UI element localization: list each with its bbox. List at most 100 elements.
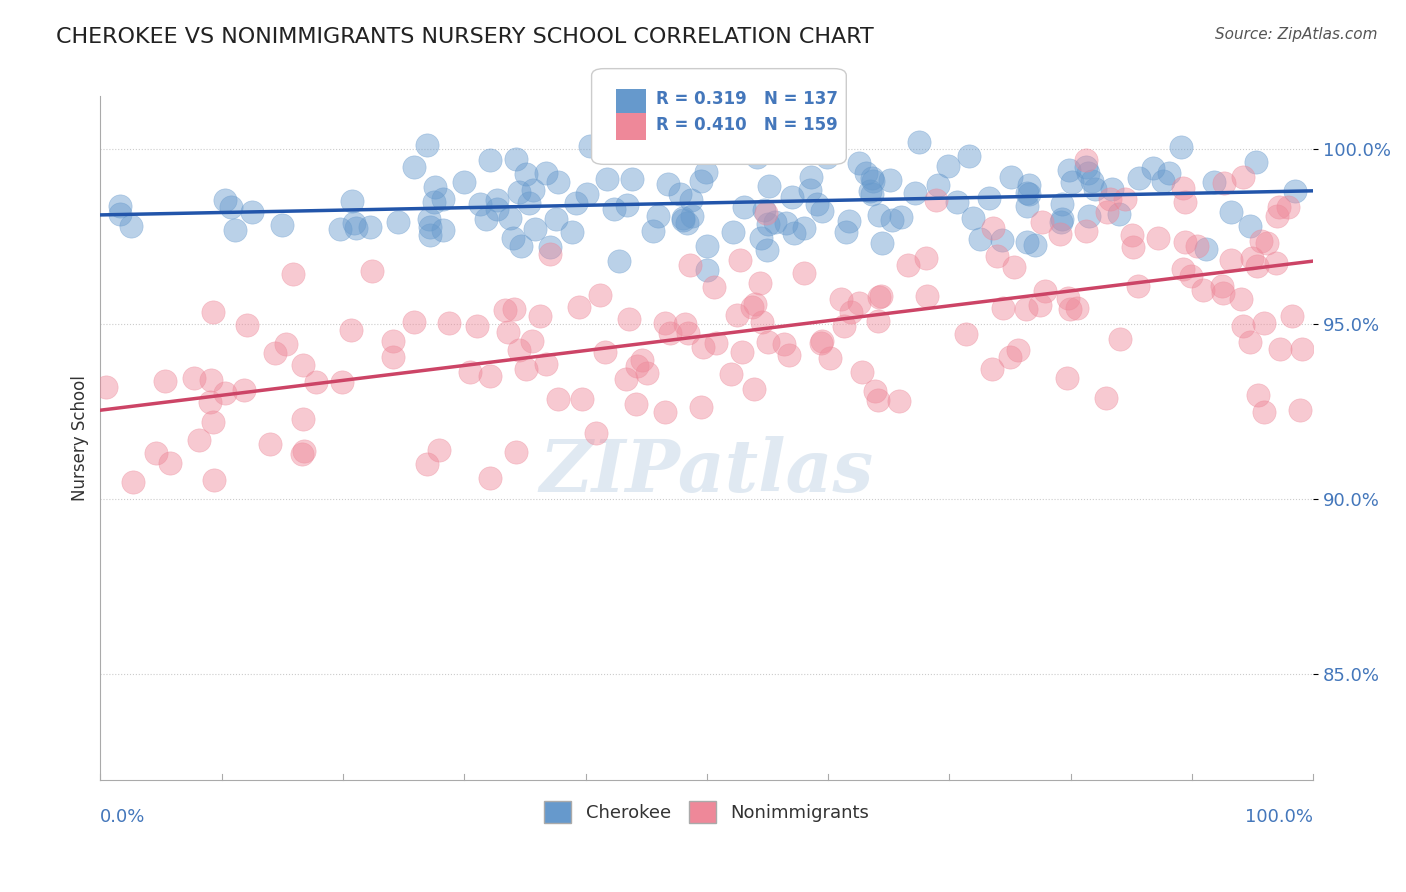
Nonimmigrants xyxy=(839,305,862,319)
Cherokee xyxy=(1284,184,1306,198)
Nonimmigrants xyxy=(1240,251,1263,265)
Nonimmigrants xyxy=(465,319,488,334)
Cherokee xyxy=(643,224,665,238)
Nonimmigrants xyxy=(676,326,699,340)
Nonimmigrants xyxy=(236,318,259,332)
Cherokee xyxy=(224,223,246,237)
Nonimmigrants xyxy=(851,365,873,379)
Nonimmigrants xyxy=(1229,292,1251,306)
Cherokee xyxy=(432,192,454,206)
Cherokee xyxy=(811,203,834,218)
Cherokee xyxy=(859,184,882,198)
Nonimmigrants xyxy=(200,373,222,387)
Cherokee xyxy=(880,213,903,227)
Cherokee xyxy=(793,220,815,235)
Cherokee xyxy=(695,165,717,179)
Nonimmigrants xyxy=(751,314,773,328)
Cherokee xyxy=(419,220,441,235)
Cherokee xyxy=(775,216,797,230)
Cherokee xyxy=(868,208,890,222)
Cherokee xyxy=(806,197,828,211)
Nonimmigrants xyxy=(1056,291,1078,305)
Cherokee xyxy=(538,240,561,254)
Nonimmigrants xyxy=(1066,301,1088,315)
Cherokee xyxy=(502,231,524,245)
Cherokee xyxy=(763,214,786,228)
Cherokee xyxy=(607,253,630,268)
Text: ZIPatlas: ZIPatlas xyxy=(540,436,875,508)
Nonimmigrants xyxy=(1289,402,1312,417)
Nonimmigrants xyxy=(749,276,772,290)
Nonimmigrants xyxy=(955,326,977,341)
Cherokee xyxy=(780,190,803,204)
Nonimmigrants xyxy=(505,444,527,458)
Nonimmigrants xyxy=(1056,371,1078,385)
Nonimmigrants xyxy=(589,287,612,301)
Cherokee xyxy=(214,193,236,207)
Cherokee xyxy=(565,195,588,210)
Nonimmigrants xyxy=(1253,405,1275,419)
Nonimmigrants xyxy=(659,326,682,341)
Text: Source: ZipAtlas.com: Source: ZipAtlas.com xyxy=(1215,27,1378,42)
Nonimmigrants xyxy=(1265,209,1288,223)
Nonimmigrants xyxy=(292,444,315,458)
Nonimmigrants xyxy=(1076,224,1098,238)
Cherokee xyxy=(945,194,967,209)
Nonimmigrants xyxy=(1232,170,1254,185)
Cherokee xyxy=(485,202,508,216)
Cherokee xyxy=(1108,207,1130,221)
Cherokee xyxy=(221,200,243,214)
Nonimmigrants xyxy=(1002,260,1025,274)
Nonimmigrants xyxy=(202,304,225,318)
Cherokee xyxy=(486,194,509,208)
Cherokee xyxy=(1018,186,1040,201)
Cherokee xyxy=(647,209,669,223)
Cherokee xyxy=(508,186,530,200)
Cherokee xyxy=(120,219,142,234)
Nonimmigrants xyxy=(870,289,893,303)
Nonimmigrants xyxy=(188,433,211,447)
Nonimmigrants xyxy=(1029,298,1052,312)
Cherokee xyxy=(1195,243,1218,257)
Cherokee xyxy=(576,186,599,201)
Cherokee xyxy=(534,166,557,180)
Cherokee xyxy=(340,194,363,208)
Cherokee xyxy=(756,217,779,231)
Nonimmigrants xyxy=(536,357,558,371)
Cherokee xyxy=(544,211,567,226)
Cherokee xyxy=(524,222,547,236)
FancyBboxPatch shape xyxy=(592,69,846,164)
Cherokee xyxy=(800,169,823,184)
Nonimmigrants xyxy=(200,395,222,409)
Cherokee xyxy=(962,211,984,225)
Cherokee xyxy=(1084,182,1107,196)
Nonimmigrants xyxy=(571,392,593,407)
Cherokee xyxy=(815,150,838,164)
Nonimmigrants xyxy=(924,193,946,207)
Nonimmigrants xyxy=(382,350,405,364)
Cherokee xyxy=(1077,209,1099,223)
Cherokee xyxy=(908,135,931,149)
Nonimmigrants xyxy=(547,392,569,407)
Nonimmigrants xyxy=(1211,278,1233,293)
Nonimmigrants xyxy=(427,442,450,457)
Y-axis label: Nursery School: Nursery School xyxy=(72,375,89,500)
Cherokee xyxy=(616,198,638,212)
Cherokee xyxy=(991,233,1014,247)
Nonimmigrants xyxy=(508,343,530,358)
Nonimmigrants xyxy=(1109,332,1132,346)
Nonimmigrants xyxy=(986,249,1008,263)
Nonimmigrants xyxy=(1114,192,1136,206)
Nonimmigrants xyxy=(1246,259,1268,273)
Cherokee xyxy=(855,166,877,180)
Cherokee xyxy=(108,199,131,213)
Nonimmigrants xyxy=(478,368,501,383)
Nonimmigrants xyxy=(259,436,281,450)
Nonimmigrants xyxy=(728,252,751,267)
Nonimmigrants xyxy=(744,382,766,396)
Cherokee xyxy=(721,225,744,239)
Bar xyxy=(616,113,647,140)
Cherokee xyxy=(671,211,693,225)
Nonimmigrants xyxy=(458,365,481,379)
Nonimmigrants xyxy=(515,362,537,376)
